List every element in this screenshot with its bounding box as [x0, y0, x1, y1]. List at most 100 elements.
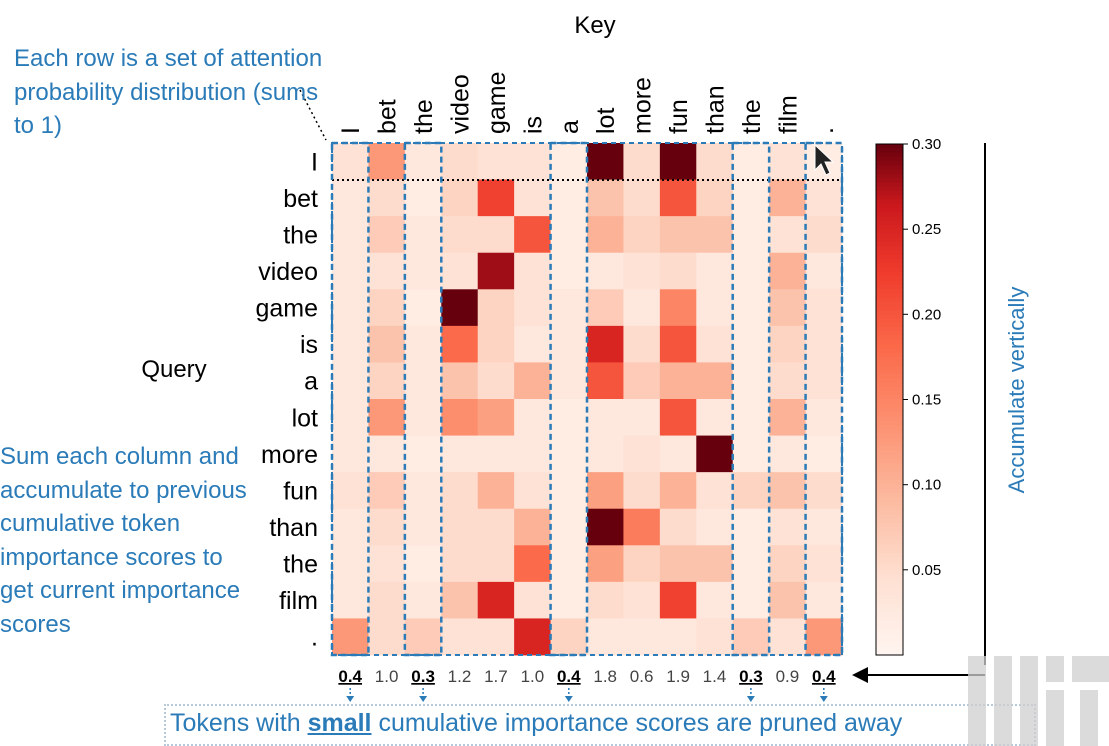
column-sum: 0.6 — [630, 667, 654, 686]
heatmap-cell — [368, 618, 406, 656]
colorbar-segment — [876, 501, 903, 507]
heatmap-cell — [477, 472, 515, 510]
colorbar-segment — [876, 386, 903, 392]
heatmap-cell — [441, 362, 479, 400]
colorbar-segment — [876, 258, 903, 264]
heatmap-cell — [696, 618, 734, 656]
column-sum-small: 0.4 — [812, 667, 836, 686]
colorbar-segment — [876, 186, 903, 192]
heatmap-cell — [696, 143, 734, 180]
column-sum: 1.8 — [593, 667, 617, 686]
x-tick-label: than — [702, 85, 730, 134]
heatmap-cell — [587, 179, 624, 217]
colorbar-segment — [876, 169, 903, 175]
y-tick-label: lot — [292, 404, 318, 432]
colorbar-segment — [876, 599, 903, 605]
heatmap-cell — [441, 252, 479, 290]
heatmap-cell — [805, 325, 843, 363]
x-tick-label: the — [410, 99, 438, 134]
heatmap-cell — [805, 289, 843, 327]
heatmap-cell — [368, 545, 406, 583]
colorbar-segment — [876, 263, 903, 269]
heatmap-cell — [805, 362, 843, 400]
colorbar-segment — [876, 650, 903, 656]
colorbar-segment — [876, 254, 903, 260]
colorbar-segment — [876, 450, 903, 456]
colorbar-segment — [876, 463, 903, 469]
heatmap-cell — [659, 216, 697, 254]
y-tick-label: the — [283, 551, 318, 579]
heatmap-cell — [368, 399, 406, 436]
column-sum: 1.2 — [448, 667, 472, 686]
colorbar-segment — [876, 322, 903, 328]
heatmap-cell — [368, 508, 406, 546]
column-sum: 1.4 — [703, 667, 727, 686]
colorbar-segment — [876, 510, 903, 516]
heatmap-cell — [659, 362, 697, 400]
colorbar-segment — [876, 399, 903, 405]
heatmap-cell — [477, 508, 515, 546]
heatmap-cell — [623, 618, 661, 656]
pruned-column-guide — [804, 141, 844, 657]
heatmap-cell — [514, 508, 551, 546]
heatmap-cell — [477, 143, 515, 180]
heatmap-cell — [623, 472, 661, 510]
heatmap-cell — [732, 545, 770, 583]
heatmap-cell — [441, 545, 479, 583]
x-tick-label: lot — [592, 108, 620, 134]
y-tick-label: a — [304, 368, 318, 396]
heatmap-cell — [732, 362, 770, 400]
heatmap-cell — [805, 545, 843, 583]
column-sum: 1.7 — [484, 667, 508, 686]
heatmap-cell — [514, 581, 551, 619]
accumulate-label: Accumulate vertically — [1004, 287, 1029, 494]
first-row-pointer — [299, 89, 327, 141]
colorbar-segment — [876, 471, 903, 477]
colorbar-segment — [876, 348, 903, 354]
heatmap-cell — [477, 581, 515, 619]
heatmap-cell — [332, 399, 369, 436]
colorbar-segment — [876, 484, 903, 490]
heatmap-cell — [441, 179, 479, 217]
colorbar-segment — [876, 284, 903, 290]
heatmap-cell — [623, 362, 661, 400]
colorbar-segment — [876, 518, 903, 524]
heatmap-cell — [550, 618, 588, 656]
colorbar-segment — [876, 625, 903, 631]
heatmap-cell — [441, 508, 479, 546]
x-tick-label: the — [738, 99, 766, 134]
column-sum: 0.9 — [776, 667, 800, 686]
colorbar-segment — [876, 552, 903, 558]
heatmap-cell — [514, 179, 551, 217]
colorbar-segment — [876, 608, 903, 614]
heatmap-cell — [587, 472, 624, 510]
heatmap-cell — [696, 362, 734, 400]
heatmap-cell — [368, 252, 406, 290]
heatmap-cell — [696, 508, 734, 546]
heatmap-cell — [805, 472, 843, 510]
colorbar-segment — [876, 224, 903, 230]
heatmap-cell — [769, 143, 806, 180]
y-tick-label: the — [283, 221, 318, 249]
heatmap-cell — [769, 399, 806, 436]
heatmap-cell — [587, 508, 624, 546]
colorbar-segment — [876, 557, 903, 562]
heatmap-cell — [587, 325, 624, 363]
heatmap-cell — [659, 289, 697, 327]
heatmap-cell — [332, 216, 369, 254]
colorbar-segment — [876, 586, 903, 592]
heatmap-cell — [587, 399, 624, 436]
colorbar-segment — [876, 569, 903, 575]
x-tick-label: bet — [374, 99, 402, 134]
heatmap-cell — [550, 435, 588, 473]
colorbar-segment — [876, 467, 903, 473]
colorbar-segment — [876, 633, 903, 639]
colorbar-segment — [876, 241, 903, 247]
colorbar-segment — [876, 344, 903, 349]
colorbar-segment — [876, 190, 903, 196]
colorbar-segment — [876, 540, 903, 545]
heatmap-cell — [769, 545, 806, 583]
colorbar-segment — [876, 280, 903, 286]
x-tick-label: a — [556, 120, 584, 134]
